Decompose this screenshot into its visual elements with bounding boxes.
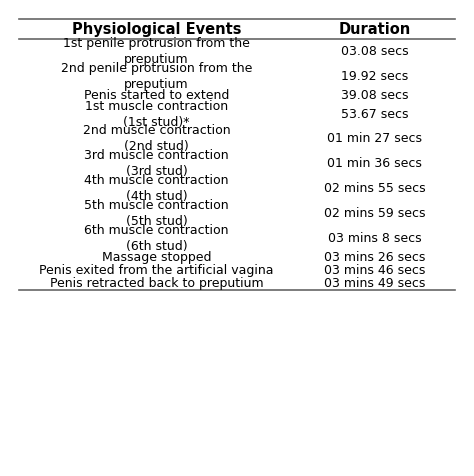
Text: 3rd muscle contraction
(3rd stud): 3rd muscle contraction (3rd stud) [84,149,229,178]
Text: 39.08 secs: 39.08 secs [341,89,408,102]
Text: 03 mins 49 secs: 03 mins 49 secs [324,277,425,290]
Text: Penis started to extend: Penis started to extend [84,89,229,102]
Text: Penis exited from the artificial vagina: Penis exited from the artificial vagina [39,264,273,277]
Text: 6th muscle contraction
(6th stud): 6th muscle contraction (6th stud) [84,224,228,252]
Text: 03 mins 46 secs: 03 mins 46 secs [324,264,425,277]
Text: Massage stopped: Massage stopped [101,250,211,264]
Text: Duration: Duration [338,21,410,37]
Text: 5th muscle contraction
(5th stud): 5th muscle contraction (5th stud) [84,199,229,228]
Text: 53.67 secs: 53.67 secs [341,108,408,121]
Text: 02 mins 59 secs: 02 mins 59 secs [324,207,425,220]
Text: 02 mins 55 secs: 02 mins 55 secs [324,182,425,195]
Text: 03.08 secs: 03.08 secs [341,45,408,58]
Text: 2nd muscle contraction
(2nd stud): 2nd muscle contraction (2nd stud) [82,125,230,153]
Text: 19.92 secs: 19.92 secs [341,69,408,83]
Text: Physiological Events: Physiological Events [72,21,241,37]
Text: 01 min 36 secs: 01 min 36 secs [327,157,422,170]
Text: 03 mins 26 secs: 03 mins 26 secs [324,250,425,264]
Text: 4th muscle contraction
(4th stud): 4th muscle contraction (4th stud) [84,174,228,203]
Text: 1st muscle contraction
(1st stud)*: 1st muscle contraction (1st stud)* [85,100,228,129]
Text: Penis retracted back to preputium: Penis retracted back to preputium [50,277,263,290]
Text: 03 mins 8 secs: 03 mins 8 secs [328,231,421,245]
Text: 1st penile protrusion from the
preputium: 1st penile protrusion from the preputium [63,37,250,66]
Text: 01 min 27 secs: 01 min 27 secs [327,132,422,146]
Text: 2nd penile protrusion from the
preputium: 2nd penile protrusion from the preputium [61,62,252,90]
